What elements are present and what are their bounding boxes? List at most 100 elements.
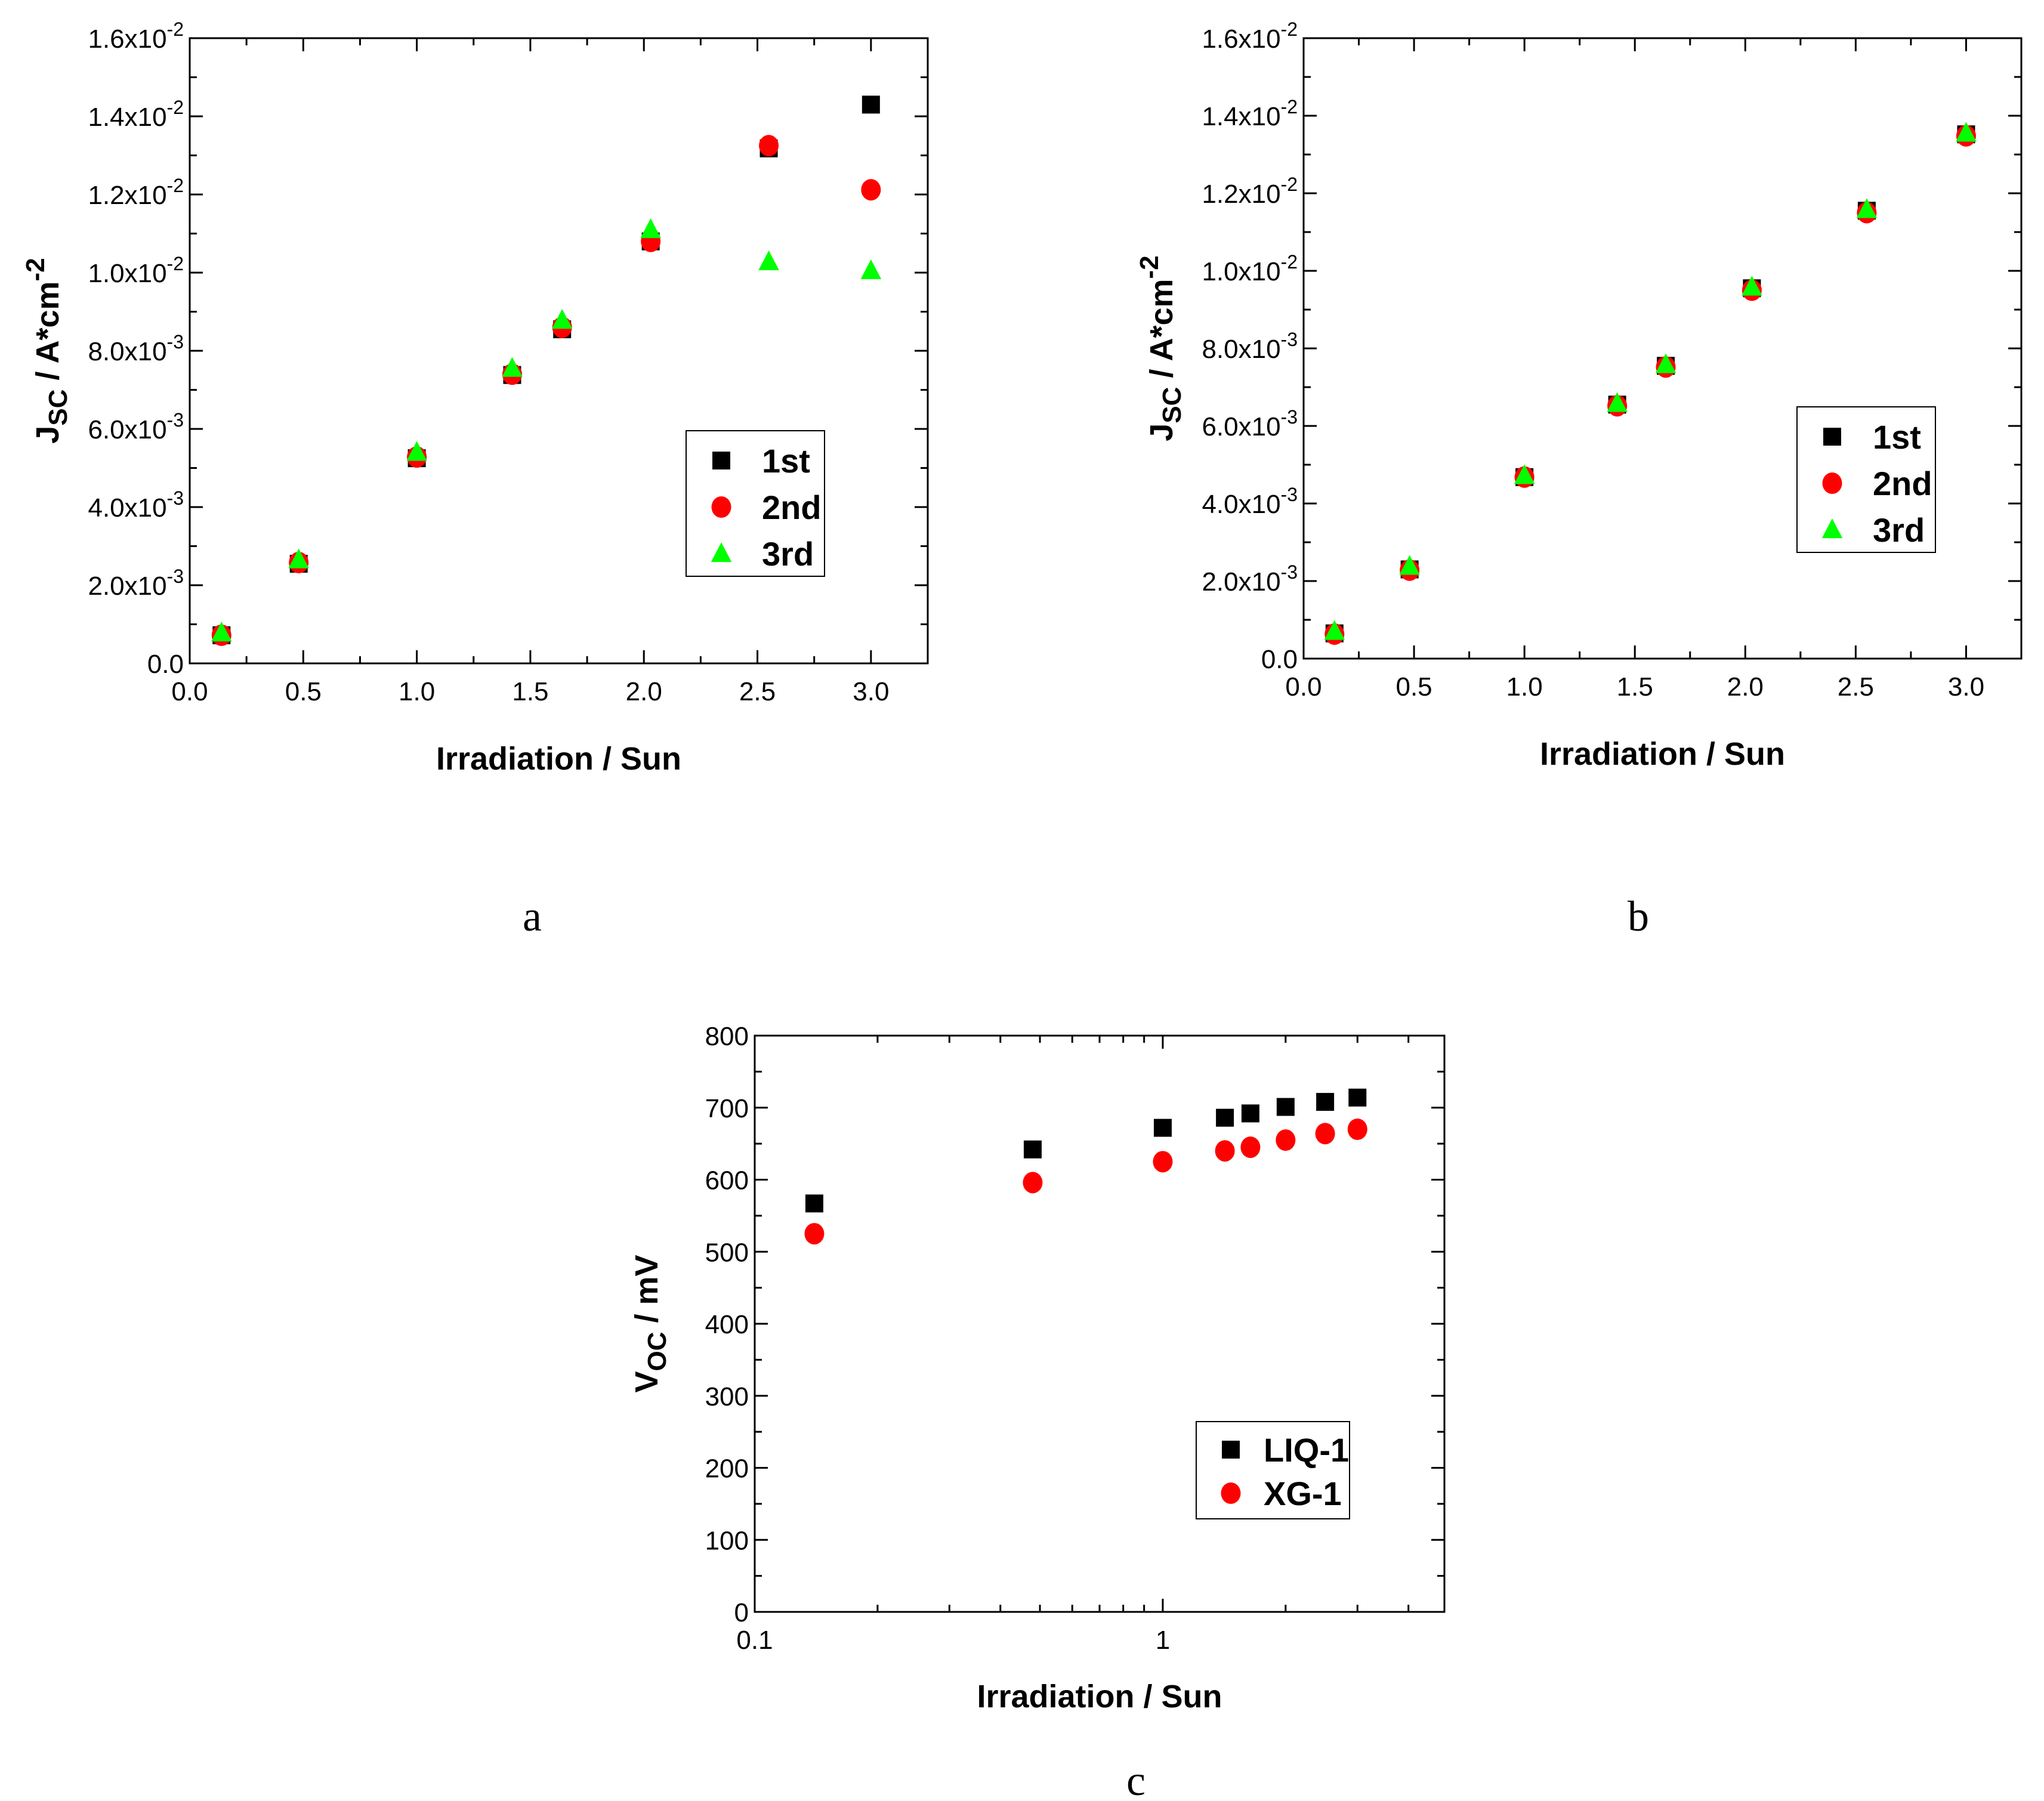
data-point-3rd: [758, 250, 779, 270]
data-point-XG-1: [1153, 1151, 1173, 1173]
legend: LIQ-1 XG-1: [1196, 1421, 1350, 1519]
x-tick-label: 1.0: [399, 677, 435, 706]
x-tick-label: 2.0: [626, 677, 662, 706]
x-tick-label: 0.5: [1395, 672, 1432, 702]
x-tick-label: 0.5: [285, 677, 322, 706]
x-tick-label: 0.0: [1285, 672, 1322, 702]
x-tick-label: 3.0: [1948, 672, 1984, 702]
y-tick-label: 1.2x10-2: [88, 175, 184, 210]
data-point-3rd: [502, 357, 523, 377]
series-XG-1: [804, 1118, 1367, 1245]
data-point-LIQ-1: [1276, 1098, 1295, 1116]
legend-marker-2nd: [711, 496, 731, 518]
legend-label-1st: 1st: [1873, 418, 1921, 456]
legend-marker-1st: [1823, 428, 1841, 446]
legend: 1st 2nd 3rd: [1796, 406, 1936, 553]
data-point-XG-1: [1023, 1172, 1043, 1194]
legend-marker-3rd: [711, 542, 732, 563]
data-point-3rd: [288, 548, 309, 569]
data-point-LIQ-1: [1348, 1088, 1367, 1107]
x-tick-label: 1.5: [1617, 672, 1653, 702]
x-tick-label: 2.5: [739, 677, 776, 706]
legend-marker-LIQ-1: [1222, 1441, 1240, 1459]
legend-marker-3rd: [1821, 518, 1843, 539]
y-tick-label: 1.0x10-2: [1202, 251, 1298, 286]
legend-box: [1796, 406, 1936, 553]
x-tick-label: 1.5: [512, 677, 548, 706]
data-point-LIQ-1: [1241, 1104, 1259, 1123]
series-3rd: [211, 218, 882, 642]
panel-label: a: [523, 892, 542, 940]
y-tick-label: 1.6x10-2: [88, 18, 184, 54]
legend-box: [1196, 1421, 1350, 1519]
y-tick-label: 200: [705, 1454, 749, 1484]
y-tick-label: 2.0x10-3: [88, 566, 184, 601]
x-axis-title: Irradiation / Sun: [977, 1679, 1222, 1714]
chart-b: 0.0 0.5 1.0 1.5 2.0 2.5 3.0 0.0 2.0x10-3 4.0x10-3…: [1135, 18, 2023, 772]
y-tick-label: 8.0x10-3: [1202, 329, 1298, 364]
panel-label: c: [1126, 1757, 1145, 1801]
panel-label: b: [1628, 892, 1649, 940]
x-tick-label: 2.0: [1727, 672, 1764, 702]
legend-label-2nd: 2nd: [1873, 465, 1932, 502]
data-point-3rd: [860, 259, 882, 279]
x-tick-label: 3.0: [853, 677, 889, 706]
y-tick-label: 500: [705, 1238, 749, 1267]
legend-marker-XG-1: [1221, 1482, 1241, 1504]
legend-label-3rd: 3rd: [762, 535, 814, 573]
y-tick-label: 100: [705, 1526, 749, 1555]
data-point-3rd: [1399, 555, 1420, 575]
legend-label-1st: 1st: [762, 442, 810, 480]
y-tick-label: 8.0x10-3: [88, 331, 184, 366]
x-tick-label: 0.0: [171, 677, 208, 706]
data-point-3rd: [551, 309, 573, 329]
data-point-LIQ-1: [1153, 1119, 1172, 1137]
series-2nd: [1324, 125, 1976, 645]
y-tick-label: 300: [705, 1382, 749, 1411]
y-tick-label: 4.0x10-3: [1202, 484, 1298, 519]
data-point-XG-1: [1215, 1140, 1235, 1162]
data-point-3rd: [1514, 464, 1535, 484]
legend-marker-2nd: [1822, 472, 1842, 494]
legend-label-3rd: 3rd: [1873, 511, 1925, 549]
x-axis-title: Irradiation / Sun: [436, 741, 681, 777]
y-tick-label: 1.0x10-2: [88, 253, 184, 288]
y-tick-label: 2.0x10-3: [1202, 561, 1298, 597]
y-tick-label: 1.2x10-2: [1202, 174, 1298, 209]
series-1st: [1325, 125, 1975, 642]
data-point-XG-1: [1315, 1123, 1335, 1145]
legend-label-2nd: 2nd: [762, 489, 822, 526]
y-tick-label: 600: [705, 1166, 749, 1195]
data-point-LIQ-1: [1216, 1108, 1234, 1127]
plot-frame: [754, 1034, 1446, 1613]
legend: 1st 2nd 3rd: [686, 430, 825, 577]
x-tick-label: 1: [1156, 1626, 1170, 1655]
data-point-2nd: [759, 135, 779, 157]
legend-label-LIQ-1: LIQ-1: [1264, 1431, 1349, 1469]
data-point-3rd: [1742, 276, 1762, 296]
legend-label-XG-1: XG-1: [1264, 1475, 1342, 1512]
data-point-3rd: [640, 218, 661, 239]
data-point-3rd: [1956, 122, 1977, 142]
y-tick-label: 800: [705, 1022, 749, 1051]
data-point-XG-1: [1347, 1118, 1367, 1140]
y-tick-label: 1.4x10-2: [1202, 96, 1298, 131]
y-tick-label: 700: [705, 1094, 749, 1123]
series-LIQ-1: [805, 1088, 1367, 1213]
y-axis-title: JSC / A*cm-2: [21, 258, 73, 443]
x-tick-label: 0.1: [736, 1626, 773, 1655]
data-point-LIQ-1: [805, 1194, 823, 1213]
series-3rd: [1324, 122, 1977, 640]
y-tick-label: 0.0: [1261, 645, 1298, 674]
y-tick-label: 0.0: [147, 650, 184, 679]
data-point-XG-1: [1276, 1129, 1296, 1151]
x-tick-label: 1.0: [1506, 672, 1543, 702]
data-point-3rd: [1607, 392, 1628, 412]
y-tick-label: 4.0x10-3: [88, 487, 184, 523]
data-point-XG-1: [804, 1223, 825, 1245]
y-tick-label: 0: [734, 1598, 749, 1627]
y-tick-label: 6.0x10-3: [1202, 406, 1298, 441]
data-point-2nd: [861, 179, 881, 201]
y-tick-label: 1.4x10-2: [88, 97, 184, 132]
